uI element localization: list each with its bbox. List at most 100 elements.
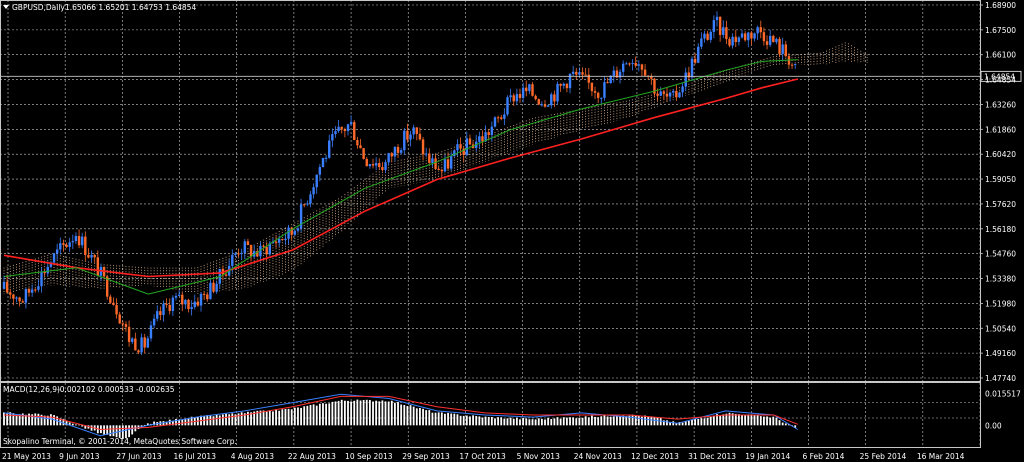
candle-body — [690, 58, 694, 78]
y-tick-label: 1.53380 — [985, 275, 1016, 284]
y-tick-label: 1.57620 — [985, 200, 1016, 209]
candle-body — [628, 63, 631, 65]
candle-body — [793, 63, 797, 65]
dropdown-triangle-icon[interactable] — [3, 5, 9, 9]
macd-bar — [256, 410, 259, 426]
y-tick-label: 1.68900 — [985, 1, 1016, 10]
candle-body — [540, 104, 544, 106]
macd-bar — [437, 412, 440, 426]
macd-y-tick-label: 0.00 — [985, 421, 1002, 430]
macd-bar — [778, 420, 781, 426]
candle-body — [759, 27, 762, 33]
candle-body — [578, 72, 581, 75]
macd-bar — [519, 419, 521, 426]
macd-bar — [428, 410, 431, 426]
candle-body — [146, 338, 150, 348]
candle-body — [481, 136, 484, 142]
macd-bar — [356, 399, 359, 426]
macd-bar — [650, 416, 653, 426]
candle-body — [337, 126, 340, 132]
x-tick-label: 25 Feb 2014 — [860, 452, 907, 461]
macd-bar — [525, 418, 528, 426]
candle-body — [224, 274, 228, 276]
candle-body — [77, 236, 81, 246]
candle-body — [349, 122, 353, 125]
macd-bar — [228, 414, 231, 426]
macd-bar — [744, 415, 747, 426]
candle-body — [565, 83, 569, 89]
y-tick-label: 1.50540 — [985, 324, 1016, 333]
candle-body — [299, 204, 303, 229]
candle-body — [790, 64, 794, 66]
macd-bar — [412, 406, 415, 426]
candle-body — [534, 95, 537, 100]
candle-body — [281, 238, 284, 241]
macd-bar — [68, 422, 71, 426]
candle-body — [590, 82, 594, 92]
macd-bar — [456, 414, 459, 426]
candle-body — [140, 337, 143, 353]
macd-bar — [616, 416, 618, 426]
macd-bar — [522, 417, 525, 426]
candle-body — [525, 87, 528, 92]
candle-body — [315, 174, 318, 188]
macd-bar — [728, 412, 731, 426]
macd-bar — [562, 417, 565, 426]
macd-bar — [381, 400, 384, 426]
candle-body — [415, 127, 418, 134]
candle-body — [487, 132, 490, 135]
macd-bar — [31, 414, 34, 426]
macd-bar — [612, 416, 615, 426]
candle-body — [296, 228, 300, 231]
macd-bar — [444, 413, 446, 426]
macd-bar — [509, 417, 512, 426]
macd-bar — [559, 418, 562, 426]
candle-body — [587, 74, 590, 83]
y-tick-label: 1.61860 — [985, 125, 1016, 134]
macd-bar — [384, 401, 387, 426]
macd-bar — [625, 416, 628, 426]
candle-body — [168, 304, 171, 311]
candle-body — [74, 236, 78, 242]
candle-body — [121, 323, 125, 325]
macd-bar — [462, 415, 465, 426]
macd-bar — [218, 415, 221, 426]
macd-bar — [641, 416, 643, 426]
macd-bar — [81, 425, 84, 427]
x-tick-label: 29 Sep 2013 — [402, 452, 450, 461]
y-tick-label: 1.63260 — [985, 100, 1016, 109]
candle-body — [105, 276, 109, 297]
macd-bar — [734, 413, 737, 426]
x-tick-label: 9 Jun 2013 — [59, 452, 100, 461]
x-tick-label: 4 Aug 2013 — [231, 452, 274, 461]
candle-body — [409, 134, 412, 140]
macd-bar — [181, 419, 184, 426]
macd-bar — [609, 416, 612, 426]
macd-bar — [75, 424, 77, 426]
candle-body — [199, 293, 203, 306]
candle-body — [606, 82, 609, 84]
macd-bar — [575, 418, 578, 426]
macd-bar — [90, 425, 93, 431]
candle-body — [709, 31, 712, 40]
macd-bar — [353, 400, 356, 426]
macd-bar — [669, 422, 671, 426]
candle-body — [37, 286, 40, 290]
macd-bar — [634, 415, 637, 426]
macd-bar — [387, 401, 390, 426]
macd-bar — [128, 425, 130, 438]
candle-body — [446, 159, 450, 169]
candle-body — [112, 302, 115, 305]
macd-bar — [209, 415, 212, 426]
candle-body — [715, 16, 719, 21]
macd-bar — [62, 418, 65, 426]
macd-bar — [637, 415, 640, 426]
macd-bar — [465, 415, 468, 426]
macd-bar — [350, 401, 353, 426]
candle-body — [584, 74, 587, 76]
candle-body — [443, 159, 447, 172]
macd-bar — [556, 417, 559, 426]
candle-body — [152, 318, 156, 326]
candle-body — [374, 163, 378, 166]
